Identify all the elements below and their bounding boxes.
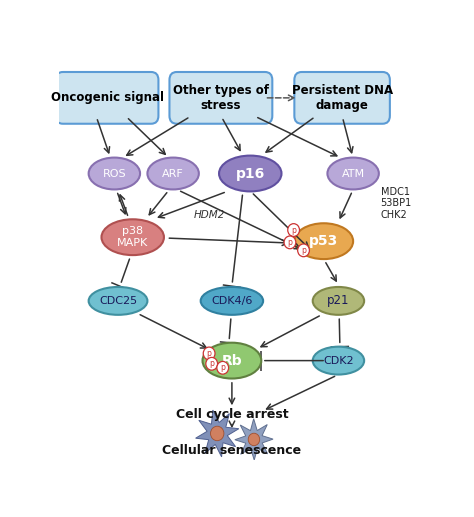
Circle shape (203, 347, 215, 360)
Circle shape (217, 361, 228, 374)
Text: ROS: ROS (102, 169, 126, 178)
Ellipse shape (147, 158, 199, 189)
Circle shape (298, 244, 310, 257)
Polygon shape (235, 419, 273, 460)
Text: Oncogenic signal: Oncogenic signal (51, 92, 164, 104)
Text: p: p (220, 363, 225, 372)
Text: p38
MAPK: p38 MAPK (117, 226, 148, 248)
Text: p: p (209, 359, 214, 368)
Text: CDC25: CDC25 (99, 296, 137, 306)
Circle shape (210, 426, 224, 440)
Ellipse shape (89, 158, 140, 189)
Ellipse shape (219, 156, 282, 191)
Text: p: p (291, 225, 296, 235)
Text: Cellular senescence: Cellular senescence (162, 444, 301, 457)
Polygon shape (196, 410, 239, 457)
Ellipse shape (313, 287, 364, 315)
Text: p21: p21 (327, 294, 350, 308)
Text: ARF: ARF (162, 169, 184, 178)
Text: p: p (301, 246, 306, 255)
Circle shape (284, 236, 296, 249)
Text: CDK4/6: CDK4/6 (211, 296, 253, 306)
Text: p53: p53 (309, 234, 338, 248)
Text: Other types of
stress: Other types of stress (173, 84, 269, 112)
FancyBboxPatch shape (294, 72, 390, 124)
Text: HDM2: HDM2 (194, 210, 226, 220)
Circle shape (248, 433, 260, 446)
Ellipse shape (202, 343, 261, 378)
FancyBboxPatch shape (55, 72, 158, 124)
Ellipse shape (328, 158, 379, 189)
Text: ATM: ATM (342, 169, 365, 178)
Text: MDC1
53BP1
CHK2: MDC1 53BP1 CHK2 (381, 187, 412, 220)
Ellipse shape (313, 347, 364, 374)
Text: p: p (207, 349, 211, 358)
Text: CDK2: CDK2 (323, 356, 354, 366)
Ellipse shape (89, 287, 147, 315)
Ellipse shape (201, 287, 263, 315)
Ellipse shape (101, 219, 164, 255)
Text: p: p (288, 238, 292, 247)
Circle shape (288, 224, 300, 236)
Ellipse shape (294, 223, 353, 259)
Text: Rb: Rb (221, 354, 242, 368)
Text: Persistent DNA
damage: Persistent DNA damage (292, 84, 392, 112)
Circle shape (206, 357, 218, 370)
Text: p16: p16 (236, 166, 265, 180)
FancyBboxPatch shape (169, 72, 272, 124)
Text: Cell cycle arrest: Cell cycle arrest (175, 408, 288, 421)
